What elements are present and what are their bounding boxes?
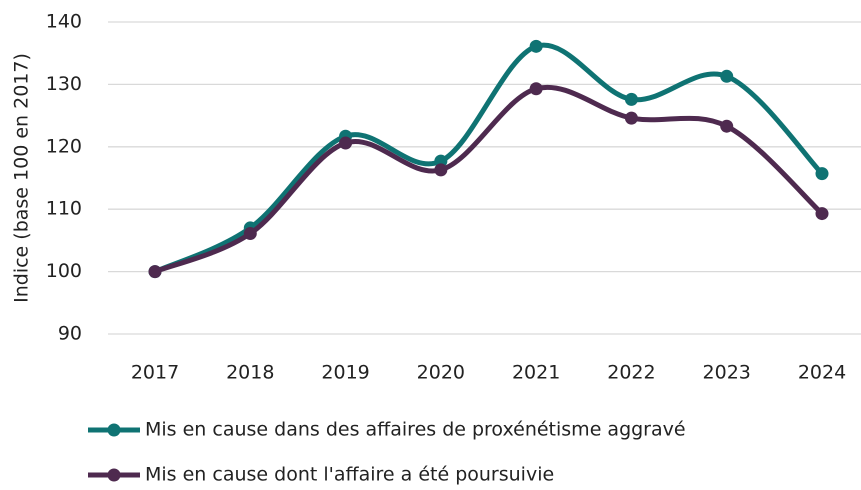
data-point xyxy=(148,265,162,279)
x-tick-label: 2021 xyxy=(512,362,560,384)
y-tick-label: 120 xyxy=(46,135,82,157)
x-tick-label: 2019 xyxy=(321,362,369,384)
x-tick-label: 2024 xyxy=(798,362,846,384)
data-point xyxy=(624,92,638,106)
legend-marker xyxy=(107,423,121,437)
x-tick-label: 2017 xyxy=(131,362,179,384)
data-point xyxy=(624,111,638,125)
y-tick-label: 90 xyxy=(58,323,82,345)
x-tick-label: 2022 xyxy=(607,362,655,384)
x-tick-label: 2020 xyxy=(417,362,465,384)
x-tick-label: 2023 xyxy=(703,362,751,384)
series-line xyxy=(154,84,824,274)
data-point xyxy=(529,39,543,53)
x-tick-label: 2018 xyxy=(226,362,274,384)
y-tick-label: 130 xyxy=(46,73,82,95)
y-tick-label: 140 xyxy=(46,11,82,33)
y-tick-label: 100 xyxy=(46,260,82,282)
data-point xyxy=(339,136,353,150)
y-tick-label: 110 xyxy=(46,198,82,220)
data-point xyxy=(720,119,734,133)
data-point xyxy=(434,163,448,177)
data-point xyxy=(243,227,257,241)
data-point xyxy=(529,82,543,96)
data-point xyxy=(815,207,829,221)
y-axis-label: Indice (base 100 en 2017) xyxy=(11,53,33,303)
legend-label: Mis en cause dans des affaires de proxén… xyxy=(145,419,686,441)
legend-marker xyxy=(107,468,121,482)
data-point xyxy=(720,69,734,83)
legend-label: Mis en cause dont l'affaire a été poursu… xyxy=(145,464,554,486)
series-line xyxy=(153,42,824,274)
data-point xyxy=(815,167,829,181)
